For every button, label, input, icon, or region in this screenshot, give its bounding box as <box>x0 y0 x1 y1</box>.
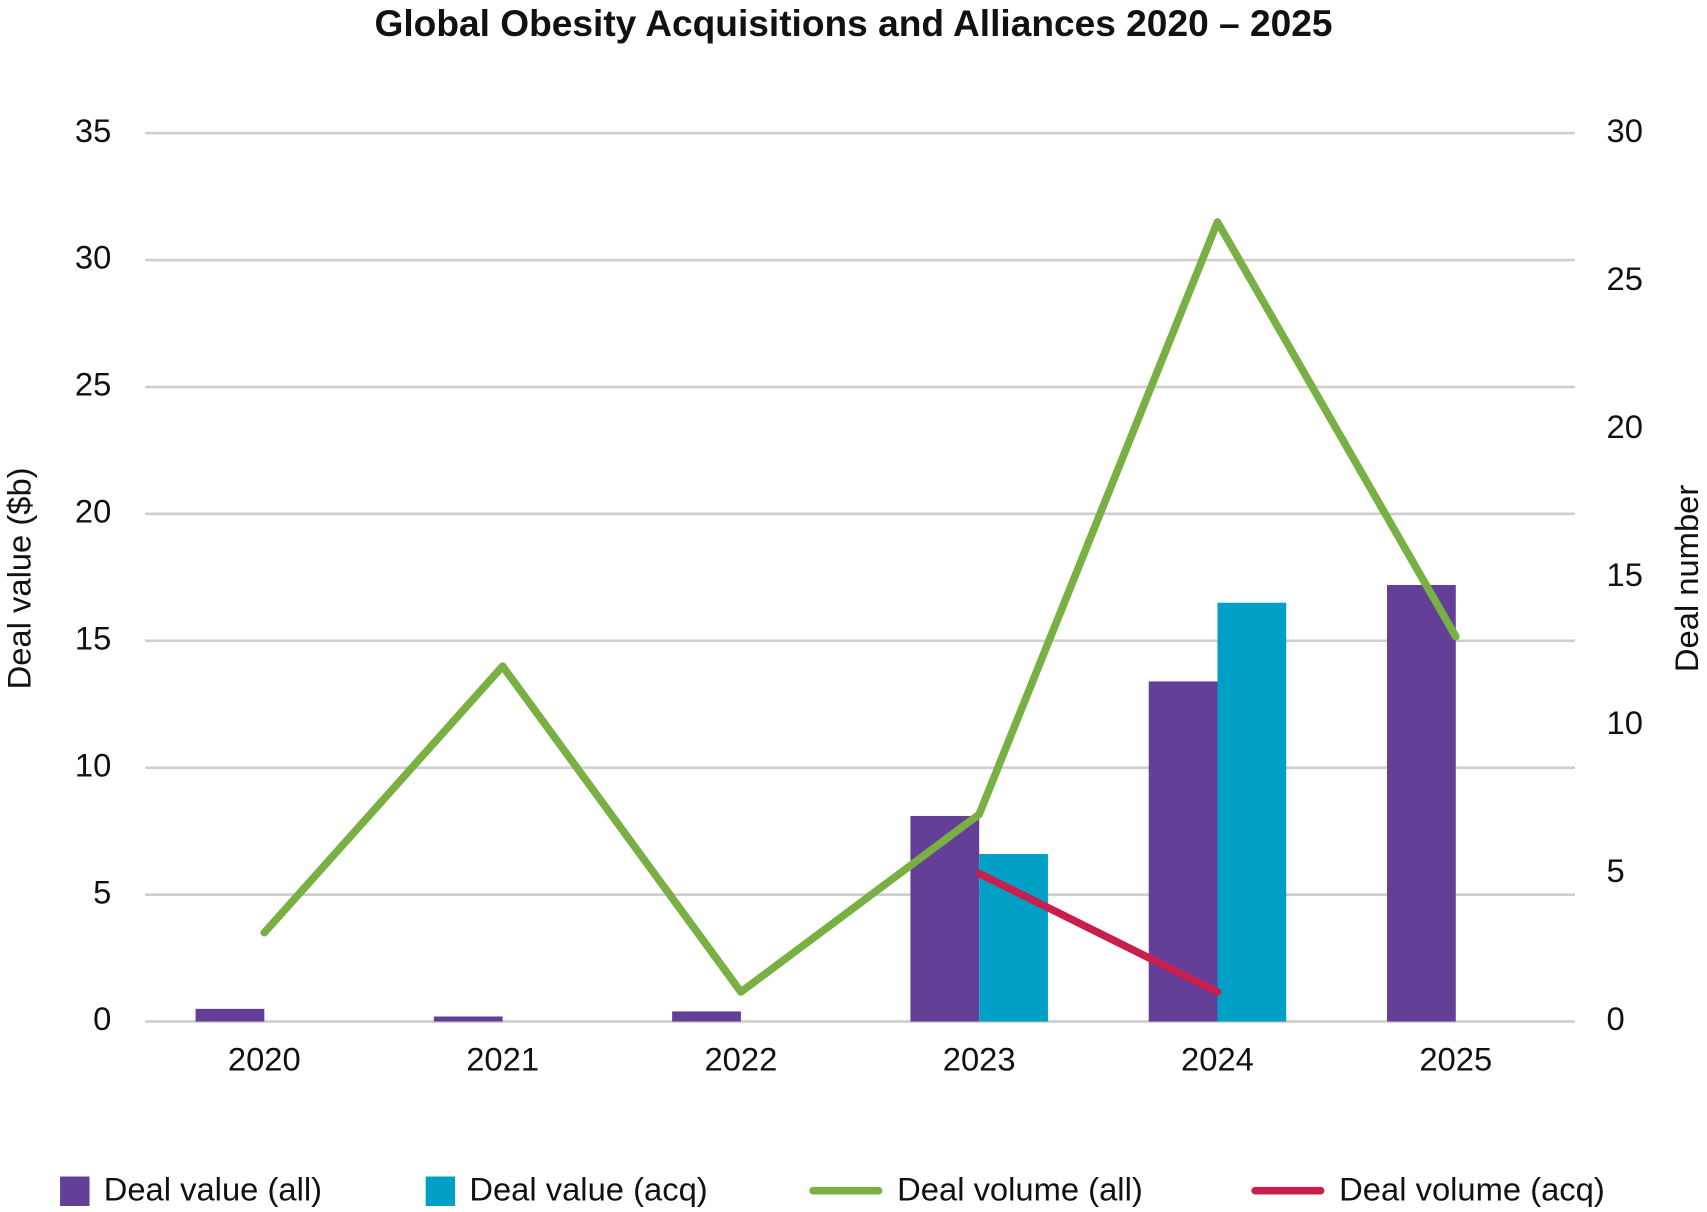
line-series <box>260 218 1460 996</box>
y-tick-label: 0 <box>93 1000 111 1037</box>
line-series <box>975 869 1222 996</box>
y2-axis-title: Deal number <box>1668 485 1705 673</box>
y2-tick-label: 5 <box>1607 852 1625 889</box>
x-tick-label: 2020 <box>228 1041 301 1078</box>
y-tick-label: 15 <box>75 619 111 656</box>
legend-swatch <box>425 1176 456 1206</box>
bar <box>195 1008 265 1022</box>
y-tick-label: 25 <box>75 366 111 403</box>
x-tick-label: 2025 <box>1419 1041 1492 1078</box>
y-tick-label: 35 <box>75 112 111 149</box>
chart-title: Global Obesity Acquisitions and Alliance… <box>375 2 1333 44</box>
y2-tick-label: 30 <box>1607 112 1643 149</box>
bar <box>1217 602 1287 1022</box>
x-tick-label: 2023 <box>943 1041 1016 1078</box>
y2-tick-label: 0 <box>1607 1000 1625 1037</box>
legend-label: Deal volume (all) <box>897 1170 1143 1207</box>
y2-tick-label: 15 <box>1607 556 1643 593</box>
y-tick-label: 5 <box>93 873 111 910</box>
y-axis-title: Deal value ($b) <box>1 467 38 689</box>
y-tick-label: 30 <box>75 239 111 276</box>
y2-tick-label: 20 <box>1607 408 1643 445</box>
bar <box>1148 681 1218 1022</box>
legend-swatch <box>60 1176 90 1206</box>
legend-label: Deal volume (acq) <box>1339 1170 1605 1207</box>
x-tick-label: 2021 <box>466 1041 539 1078</box>
bar <box>910 815 980 1022</box>
y-tick-label: 10 <box>75 746 111 783</box>
legend-label: Deal value (acq) <box>469 1170 707 1207</box>
x-tick-label: 2024 <box>1181 1041 1254 1078</box>
bar <box>433 1016 503 1022</box>
y2-tick-label: 25 <box>1607 260 1643 297</box>
bar <box>1387 584 1456 1022</box>
x-tick-label: 2022 <box>704 1041 777 1078</box>
y-tick-label: 20 <box>75 493 111 530</box>
bar <box>672 1011 741 1022</box>
y2-tick-label: 10 <box>1607 704 1643 741</box>
legend-label: Deal value (all) <box>104 1170 322 1207</box>
